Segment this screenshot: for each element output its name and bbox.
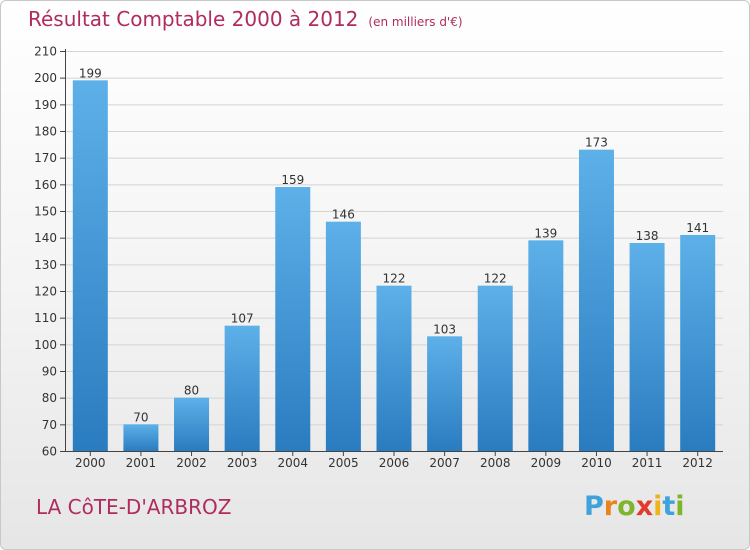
x-tick-label: 2001: [126, 456, 157, 470]
y-tick-label: 210: [34, 45, 57, 59]
y-tick-label: 100: [34, 338, 57, 352]
y-tick-label: 120: [34, 285, 57, 299]
data-labels: 199 70 80 107 159 146 122 103 122 139 173 138 141: [79, 66, 709, 424]
data-label: 146: [332, 208, 355, 222]
y-tick-label: 140: [34, 231, 57, 245]
bar-2000: [72, 80, 108, 451]
x-tick-label: 2005: [328, 456, 359, 470]
data-label: 103: [433, 322, 456, 336]
x-tick-label: 2003: [227, 456, 258, 470]
bar-2011: [629, 243, 665, 451]
axes: 60 70 80 90 100 110 120 130 140 150 160 170 180 190 20…: [34, 45, 723, 470]
y-tick-label: 60: [42, 445, 57, 459]
bars: [72, 80, 716, 451]
y-tick-label: 90: [42, 365, 57, 379]
bar-2008: [477, 285, 513, 451]
bar-2010: [578, 149, 614, 451]
logo-letter: i: [653, 491, 663, 522]
y-tick-label: 160: [34, 178, 57, 192]
data-label: 138: [636, 229, 659, 243]
chart-subtitle: (en milliers d'€): [368, 15, 463, 29]
data-label: 159: [281, 173, 304, 187]
y-tick-label: 190: [34, 98, 57, 112]
title-text: Résultat Comptable 2000 à 2012: [28, 7, 359, 31]
bar-2007: [427, 336, 463, 451]
x-tick-label: 2002: [176, 456, 207, 470]
x-tick-label: 2009: [531, 456, 562, 470]
commune-name: LA CôTE-D'ARBROZ: [36, 495, 232, 519]
x-tick-label: 2000: [75, 456, 106, 470]
x-tick-label: 2006: [379, 456, 410, 470]
bar-2005: [325, 221, 361, 451]
logo-letter: t: [662, 491, 676, 522]
y-tick-label: 150: [34, 205, 57, 219]
chart-title: Résultat Comptable 2000 à 2012 (en millie…: [28, 7, 463, 31]
y-tick-label: 110: [34, 311, 57, 325]
logo-letter: r: [603, 491, 618, 522]
bar-2009: [528, 240, 564, 451]
data-label: 122: [484, 272, 507, 286]
x-tick-label: 2010: [581, 456, 612, 470]
bar-2002: [174, 397, 210, 451]
data-label: 141: [686, 221, 709, 235]
bar-2012: [680, 235, 716, 451]
x-tick-label: 2004: [277, 456, 308, 470]
y-tick-label: 80: [42, 391, 57, 405]
bar-2003: [224, 325, 260, 451]
x-tick-label: 2011: [632, 456, 663, 470]
data-label: 80: [184, 384, 199, 398]
data-label: 139: [534, 226, 557, 240]
y-tick-label: 180: [34, 125, 57, 139]
data-label: 199: [79, 66, 102, 80]
y-tick-label: 170: [34, 151, 57, 165]
data-label: 107: [231, 312, 254, 326]
data-label: 173: [585, 136, 608, 150]
y-tick-label: 130: [34, 258, 57, 272]
logo-letter: x: [635, 491, 654, 522]
x-tick-label: 2012: [682, 456, 713, 470]
y-tick-label: 70: [42, 418, 57, 432]
data-label: 122: [383, 272, 406, 286]
logo-letter: P: [584, 491, 604, 522]
y-tick-label: 200: [34, 71, 57, 85]
bar-2001: [123, 424, 159, 451]
x-tick-label: 2008: [480, 456, 511, 470]
bar-2004: [275, 187, 311, 451]
logo-letter: i: [675, 491, 685, 522]
bar-2006: [376, 285, 412, 451]
x-tick-label: 2007: [429, 456, 460, 470]
proxiti-logo: Proxiti: [584, 491, 685, 522]
logo-letter: o: [617, 491, 636, 522]
data-label: 70: [133, 410, 148, 424]
